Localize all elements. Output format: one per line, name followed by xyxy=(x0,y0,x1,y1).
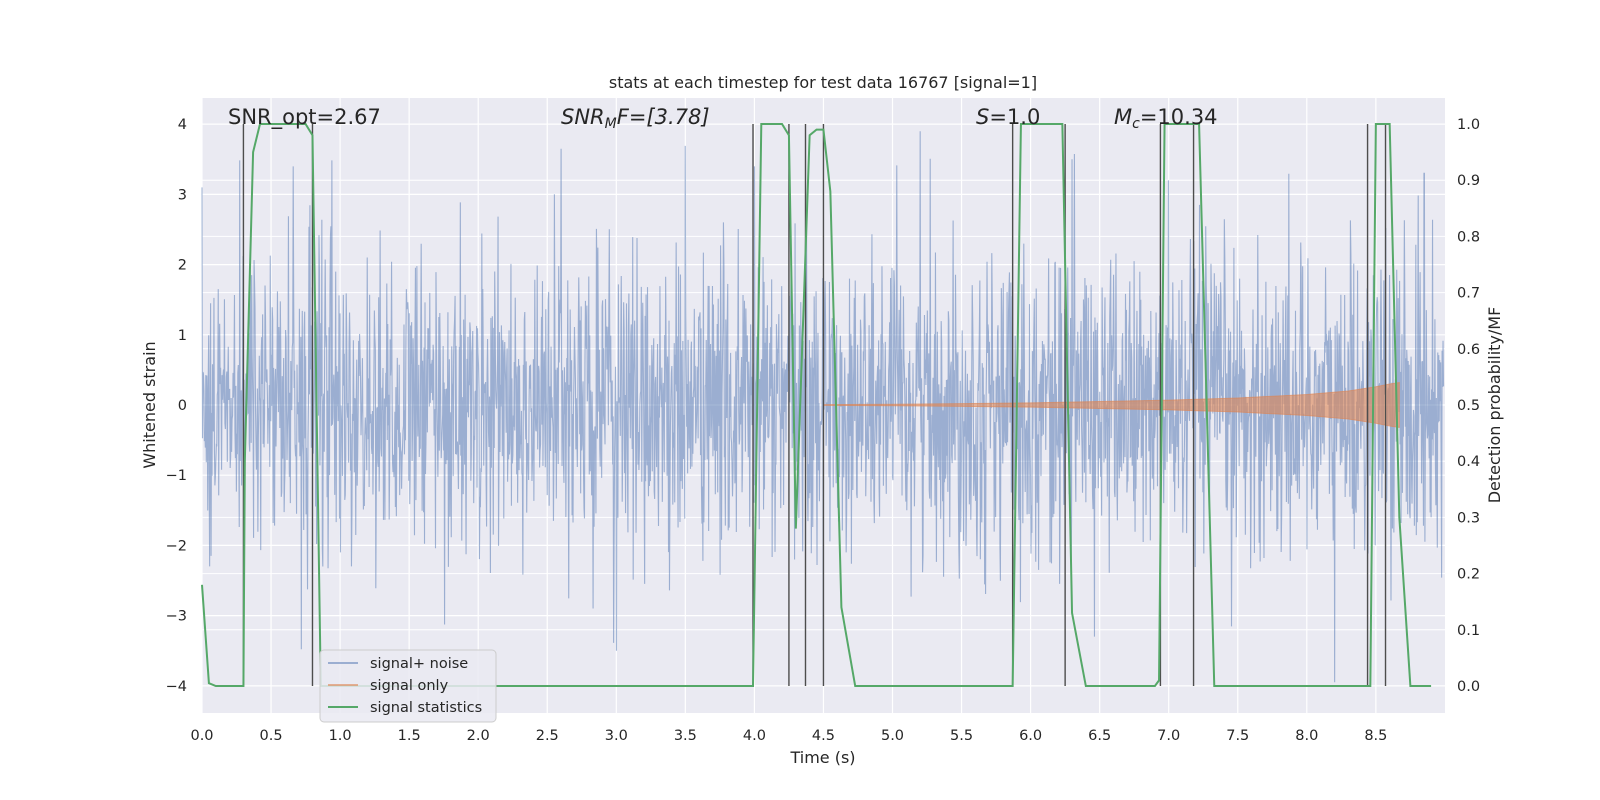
x-tick-label: 6.0 xyxy=(1019,728,1042,744)
x-tick-label: 3.5 xyxy=(674,728,697,744)
x-tick-label: 7.5 xyxy=(1226,728,1249,744)
y-tick-label-left: −2 xyxy=(166,538,187,554)
x-tick-label: 6.5 xyxy=(1088,728,1111,744)
y-tick-label-right: 0.0 xyxy=(1457,679,1480,695)
y-tick-label-left: 4 xyxy=(178,117,187,133)
legend: signal+ noise signal only signal statist… xyxy=(319,649,497,723)
legend-label-signal-noise: signal+ noise xyxy=(370,656,468,672)
x-tick-label: 4.5 xyxy=(812,728,835,744)
x-tick-label: 8.5 xyxy=(1364,728,1387,744)
y-tick-labels-right: 0.0 0.1 0.2 0.3 0.4 0.5 0.6 0.7 0.8 0.9 1.0 xyxy=(1457,117,1480,695)
legend-label-signal-statistics: signal statistics xyxy=(370,700,482,716)
y-axis-label-right: Detection probability/MF xyxy=(1485,307,1504,504)
x-tick-label: 7.0 xyxy=(1157,728,1180,744)
y-tick-label-right: 0.1 xyxy=(1457,623,1480,639)
y-tick-labels-left: −4 −3 −2 −1 0 1 2 3 4 xyxy=(166,117,187,695)
x-tick-labels: 0.0 0.5 1.0 1.5 2.0 2.5 3.0 3.5 4.0 4.5 5.0 5.5 6.0 6… xyxy=(190,728,1387,744)
x-tick-label: 5.0 xyxy=(881,728,904,744)
y-tick-label-left: −4 xyxy=(166,679,187,695)
y-tick-label-left: 3 xyxy=(178,187,187,203)
annotation-snr-opt: SNR_opt=2.67 xyxy=(228,105,381,130)
legend-label-signal-only: signal only xyxy=(370,678,449,694)
y-tick-label-right: 0.3 xyxy=(1457,510,1480,526)
x-axis-label: Time (s) xyxy=(789,748,855,767)
x-tick-label: 2.5 xyxy=(536,728,559,744)
x-tick-label: 1.0 xyxy=(329,728,352,744)
y-tick-label-right: 0.5 xyxy=(1457,398,1480,414)
annotation-snr-mf: SNRMF=[3.78] xyxy=(561,105,710,132)
x-tick-label: 1.5 xyxy=(398,728,421,744)
y-tick-label-right: 1.0 xyxy=(1457,117,1480,133)
x-tick-label: 0.5 xyxy=(260,728,283,744)
y-tick-label-right: 0.7 xyxy=(1457,286,1480,302)
y-tick-label-left: −1 xyxy=(166,468,187,484)
y-axis-label-left: Whitened strain xyxy=(140,341,159,468)
x-tick-label: 5.5 xyxy=(950,728,973,744)
y-tick-label-right: 0.9 xyxy=(1457,173,1480,189)
series-signal-only xyxy=(822,381,1400,429)
signal-only-envelope xyxy=(822,381,1400,429)
x-tick-label: 0.0 xyxy=(190,728,213,744)
y-tick-label-left: −3 xyxy=(166,609,187,625)
x-tick-label: 4.0 xyxy=(743,728,766,744)
signal-statistics-line xyxy=(201,123,1432,687)
x-tick-label: 8.0 xyxy=(1295,728,1318,744)
y-tick-label-right: 0.4 xyxy=(1457,454,1480,470)
annotation-s: S=1.0 xyxy=(976,105,1040,129)
legend-box xyxy=(319,649,497,723)
x-tick-label: 3.0 xyxy=(605,728,628,744)
y-tick-label-right: 0.8 xyxy=(1457,229,1480,245)
annotation-mc: Mc=10.34 xyxy=(1114,105,1218,132)
y-tick-label-right: 0.2 xyxy=(1457,567,1480,583)
y-tick-label-left: 2 xyxy=(178,258,187,274)
x-tick-label: 2.0 xyxy=(467,728,490,744)
chart-title: stats at each timestep for test data 167… xyxy=(609,73,1037,92)
series-signal-statistics xyxy=(201,123,1432,687)
y-tick-label-right: 0.6 xyxy=(1457,342,1480,358)
y-tick-label-left: 0 xyxy=(178,398,187,414)
y-tick-label-left: 1 xyxy=(178,328,187,344)
